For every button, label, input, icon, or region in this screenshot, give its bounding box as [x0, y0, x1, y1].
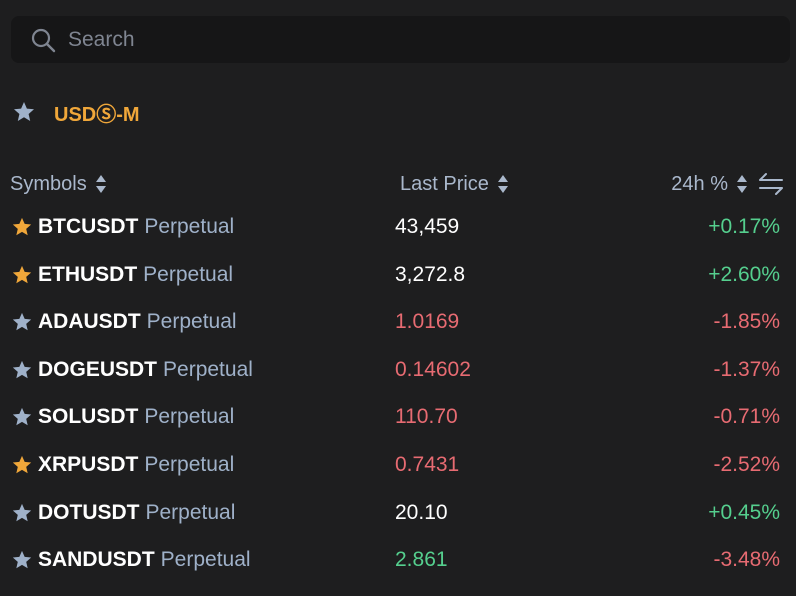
- symbol-cell: XRPUSDT Perpetual: [38, 453, 234, 477]
- sort-icon: [737, 175, 747, 193]
- list-item[interactable]: SOLUSDT Perpetual 110.70 -0.71%: [0, 397, 796, 437]
- last-price: 20.10: [395, 500, 448, 524]
- list-item[interactable]: DOTUSDT Perpetual 20.10 +0.45%: [0, 493, 796, 533]
- favorite-star-icon[interactable]: [11, 264, 33, 286]
- last-price: 0.14602: [395, 357, 471, 381]
- last-price: 110.70: [395, 405, 458, 429]
- favorite-star-icon[interactable]: [11, 311, 33, 333]
- symbol-cell: SOLUSDT Perpetual: [38, 405, 234, 429]
- last-price-header-label: Last Price: [400, 172, 489, 195]
- list-item[interactable]: XRPUSDT Perpetual 0.7431 -2.52%: [0, 445, 796, 485]
- star-icon[interactable]: [12, 100, 36, 124]
- list-item[interactable]: BTCUSDT Perpetual 43,459 +0.17%: [0, 207, 796, 247]
- symbol-cell: SANDUSDT Perpetual: [38, 548, 251, 572]
- market-tab-usds-m[interactable]: USDⓈ-M: [54, 103, 140, 126]
- contract-type: Perpetual: [145, 500, 236, 524]
- list-item[interactable]: DOGEUSDT Perpetual 0.14602 -1.37%: [0, 350, 796, 390]
- last-price: 1.0169: [395, 310, 460, 334]
- change-24h: +0.17%: [708, 215, 780, 238]
- symbols-header-label: Symbols: [10, 172, 87, 195]
- swap-icon[interactable]: [758, 172, 784, 196]
- symbol-name: ETHUSDT: [38, 262, 138, 286]
- change-24h: +0.45%: [708, 500, 780, 524]
- symbol-name: DOTUSDT: [38, 500, 140, 524]
- symbol-cell: DOGEUSDT Perpetual: [38, 358, 253, 382]
- contract-type: Perpetual: [143, 262, 234, 286]
- symbol-name: BTCUSDT: [38, 215, 139, 238]
- symbol-name: SOLUSDT: [38, 405, 139, 429]
- table-header: Symbols Last Price 24h %: [0, 168, 796, 200]
- sort-icon: [95, 175, 106, 193]
- symbol-name: ADAUSDT: [38, 310, 141, 334]
- change-24h: -2.52%: [713, 453, 780, 476]
- list-item[interactable]: SANDUSDT Perpetual 2.861 -3.48%: [0, 540, 796, 580]
- search-input[interactable]: [66, 26, 750, 53]
- favorites-section: USDⓈ-M: [12, 96, 140, 128]
- last-price: 3,272.8: [395, 262, 466, 286]
- last-price: 2.861: [395, 548, 448, 572]
- favorite-star-icon[interactable]: [11, 454, 33, 476]
- symbol-cell: ADAUSDT Perpetual: [38, 310, 237, 334]
- change-24h: -3.48%: [713, 548, 780, 572]
- symbol-name: SANDUSDT: [38, 548, 155, 572]
- list-item[interactable]: ADAUSDT Perpetual 1.0169 -1.85%: [0, 302, 796, 342]
- sort-icon: [497, 175, 508, 193]
- favorite-star-icon[interactable]: [11, 502, 33, 524]
- symbol-name: DOGEUSDT: [38, 357, 158, 381]
- change-header-label: 24h %: [671, 172, 728, 195]
- symbol-name: XRPUSDT: [38, 453, 139, 476]
- change-24h: -0.71%: [713, 405, 780, 429]
- change-24h: -1.37%: [713, 357, 780, 381]
- contract-type: Perpetual: [163, 357, 253, 381]
- search-bar[interactable]: [11, 16, 790, 63]
- favorite-star-icon[interactable]: [11, 406, 33, 428]
- list-item[interactable]: ETHUSDT Perpetual 3,272.8 +2.60%: [0, 255, 796, 295]
- change-column-header[interactable]: 24h %: [671, 168, 784, 200]
- symbol-cell: ETHUSDT Perpetual: [38, 263, 233, 287]
- symbol-cell: BTCUSDT Perpetual: [38, 215, 234, 239]
- favorite-star-icon[interactable]: [11, 216, 33, 238]
- change-24h: +2.60%: [708, 262, 780, 286]
- last-price: 43,459: [395, 215, 460, 238]
- contract-type: Perpetual: [144, 453, 235, 476]
- contract-type: Perpetual: [160, 548, 251, 572]
- change-24h: -1.85%: [713, 310, 780, 334]
- contract-type: Perpetual: [144, 405, 235, 429]
- last-price: 0.7431: [395, 453, 460, 476]
- favorite-star-icon[interactable]: [11, 549, 33, 571]
- symbols-column-header[interactable]: Symbols: [10, 168, 107, 200]
- symbol-cell: DOTUSDT Perpetual: [38, 501, 235, 525]
- last-price-column-header[interactable]: Last Price: [400, 168, 509, 200]
- search-icon: [31, 28, 56, 52]
- contract-type: Perpetual: [146, 310, 237, 334]
- favorite-star-icon[interactable]: [11, 359, 33, 381]
- contract-type: Perpetual: [144, 215, 235, 238]
